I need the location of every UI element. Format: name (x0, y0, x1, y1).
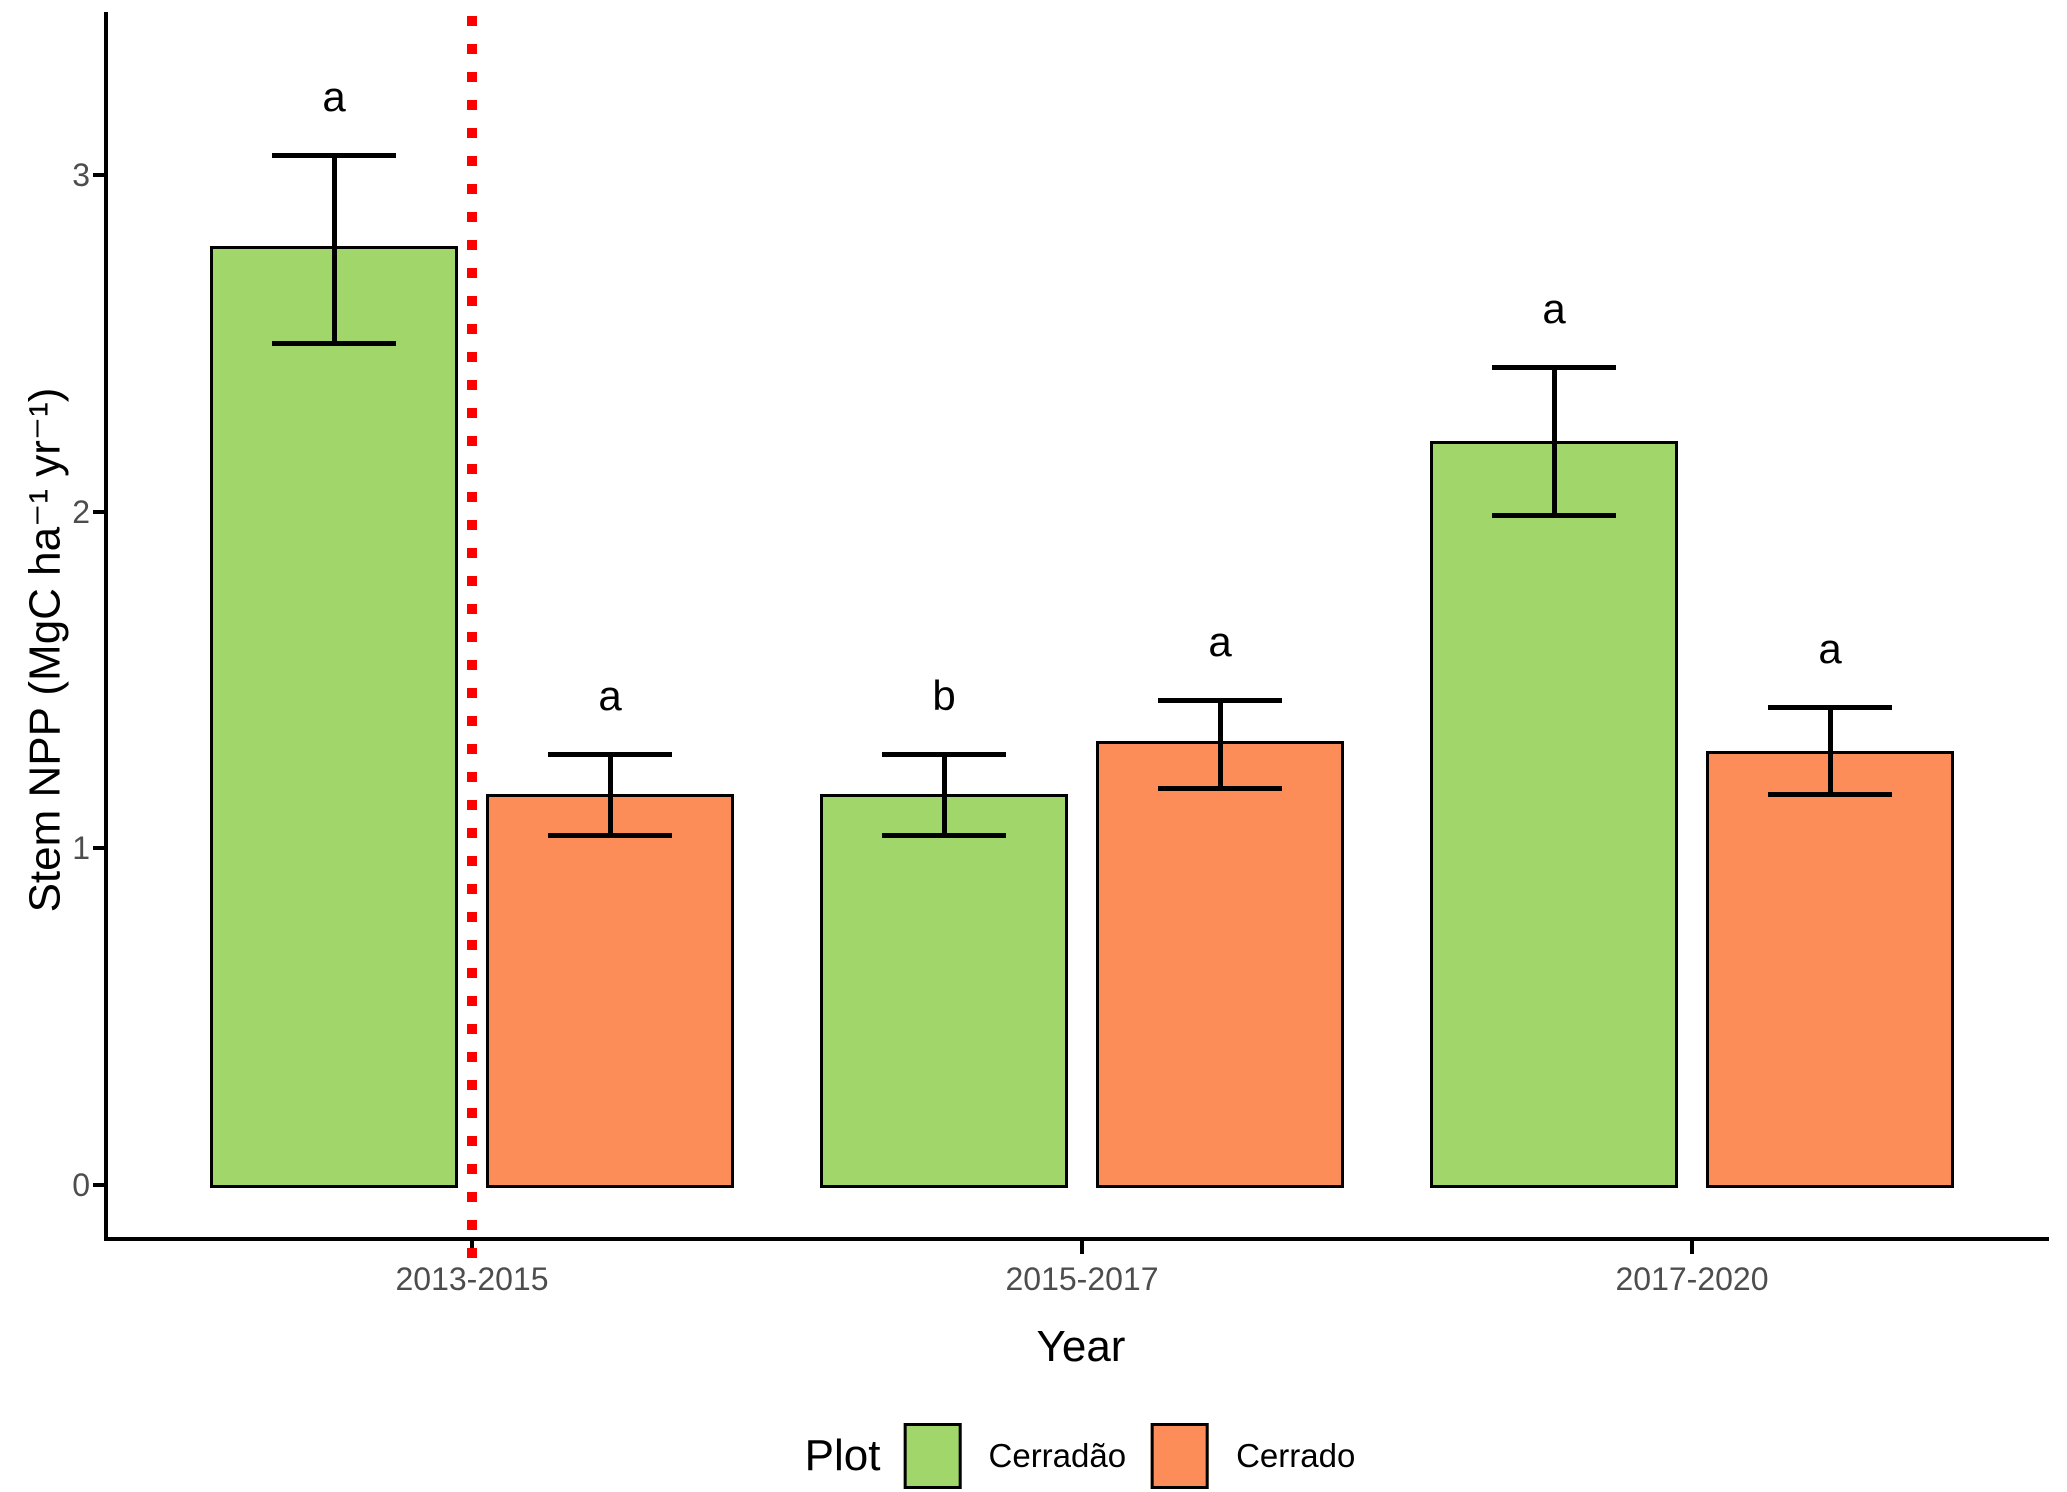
bar-cerrado-2017-2020 (1706, 751, 1954, 1188)
error-bar-cap-bottom (1492, 513, 1616, 518)
error-bar-stem (607, 754, 613, 835)
error-bar-stem (941, 754, 947, 835)
y-tick-label: 3 (72, 157, 90, 193)
x-tick-label: 2013-2015 (395, 1261, 549, 1297)
error-bar-stem (331, 155, 337, 343)
y-tick-label: 0 (72, 1167, 90, 1203)
error-bar-cap-bottom (1768, 792, 1892, 797)
bar-cerrado-2015-2017 (1096, 741, 1344, 1188)
y-axis-title: Stem NPP (MgC ha⁻¹ yr⁻¹) (20, 387, 70, 913)
legend-item-cerrado: Cerrado (1151, 1423, 1355, 1489)
legend: Plot Cerradão Cerrado (804, 1421, 1355, 1491)
cerradao-color-swatch (903, 1423, 962, 1489)
significance-letter: a (1208, 618, 1232, 665)
error-bar-stem (1827, 707, 1833, 794)
error-bar-stem (1551, 367, 1557, 515)
x-axis-tick (1690, 1239, 1694, 1254)
legend-label-cerradao: Cerradão (988, 1437, 1127, 1474)
error-bar-cap-bottom (272, 341, 396, 346)
significance-letter: a (598, 672, 622, 719)
y-axis-line (104, 12, 108, 1241)
error-bar-cap-top (1492, 365, 1616, 370)
x-axis-line (104, 1237, 2049, 1241)
cerrado-color-swatch (1151, 1423, 1210, 1489)
bar-cerrado-2013-2015 (486, 794, 734, 1188)
error-bar-cap-top (1158, 698, 1282, 703)
y-axis-tick (93, 846, 107, 850)
error-bar-cap-bottom (882, 833, 1006, 838)
legend-title: Plot (804, 1431, 881, 1480)
y-axis-tick (93, 1183, 107, 1187)
bar-cerradão-2013-2015 (210, 246, 458, 1188)
significance-letter: a (322, 73, 346, 120)
error-bar-cap-top (882, 752, 1006, 757)
y-axis-tick (93, 173, 107, 177)
y-tick-label: 1 (72, 830, 90, 866)
x-tick-label: 2017-2020 (1615, 1261, 1769, 1297)
error-bar-cap-top (548, 752, 672, 757)
error-bar-cap-top (272, 153, 396, 158)
error-bar-cap-bottom (1158, 786, 1282, 791)
x-axis-tick (1080, 1239, 1084, 1254)
x-tick-label: 2015-2017 (1005, 1261, 1159, 1297)
y-axis-tick (93, 510, 107, 514)
significance-letter: a (1818, 625, 1842, 672)
significance-letter: a (1542, 285, 1566, 332)
bar-cerradão-2015-2017 (820, 794, 1068, 1188)
y-tick-label: 2 (72, 494, 90, 530)
significance-letter: b (932, 672, 956, 719)
error-bar-cap-top (1768, 705, 1892, 710)
legend-label-cerrado: Cerrado (1236, 1437, 1356, 1474)
bar-cerradão-2017-2020 (1430, 441, 1678, 1188)
x-axis-title: Year (1036, 1322, 1126, 1371)
error-bar-stem (1217, 700, 1223, 788)
treatment-change-vline (467, 16, 477, 1258)
legend-item-cerradao: Cerradão (903, 1423, 1127, 1489)
error-bar-cap-bottom (548, 833, 672, 838)
